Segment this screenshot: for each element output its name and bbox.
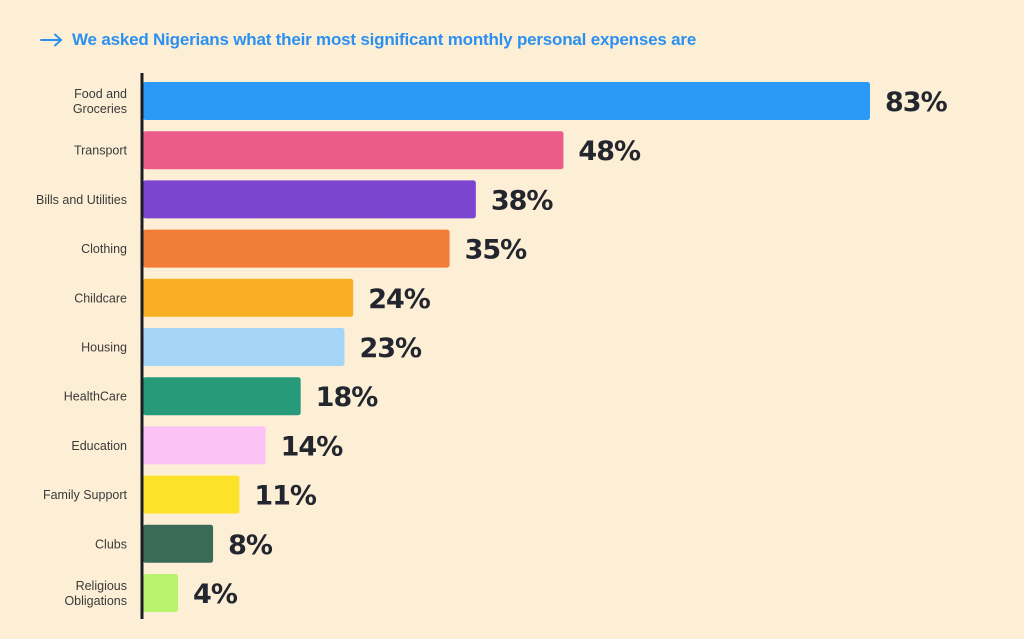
bar-clubs — [143, 524, 214, 563]
value-label: 18% — [316, 382, 379, 413]
category-label: Education — [71, 439, 127, 453]
bar-childcare — [143, 278, 354, 317]
value-label: 24% — [368, 284, 431, 315]
chart-title: We asked Nigerians what their most signi… — [72, 30, 697, 49]
category-label: Housing — [81, 341, 127, 355]
bar-family-support — [143, 475, 240, 514]
value-label: 38% — [491, 185, 554, 216]
value-label: 83% — [885, 87, 948, 118]
bar-transport — [143, 131, 564, 170]
bar-healthcare — [143, 377, 301, 416]
bar-group — [143, 82, 870, 612]
category-label: Transport — [74, 144, 128, 158]
category-label: Family Support — [43, 488, 128, 502]
bar-education — [143, 426, 266, 465]
category-labels: Food and Groceries Transport Bills and Util… — [36, 87, 128, 608]
value-labels: 83% 48% 38% 35% 24% 23% 18% 14% 11% 8% 4% — [193, 87, 949, 610]
category-label: Clothing — [81, 242, 127, 256]
value-label: 48% — [578, 136, 641, 167]
value-label: 8% — [228, 530, 273, 561]
value-label: 14% — [281, 431, 344, 462]
value-label: 11% — [254, 481, 317, 512]
bar-housing — [143, 328, 345, 366]
bar-bills-and-utilities — [143, 180, 476, 219]
value-label: 4% — [193, 579, 238, 610]
value-label: 35% — [465, 235, 528, 266]
category-label: Religious Obligations — [64, 579, 127, 608]
bar-religious-obligations — [143, 574, 179, 612]
category-label: Bills and Utilities — [36, 193, 127, 207]
category-label: HealthCare — [64, 390, 127, 404]
category-label: Food and Groceries — [73, 87, 127, 116]
chart-title-row: We asked Nigerians what their most signi… — [40, 28, 696, 52]
arrow-right-icon — [40, 33, 62, 47]
bar-clothing — [143, 229, 450, 268]
bar-food-and-groceries — [143, 82, 870, 120]
value-label: 23% — [359, 333, 422, 364]
category-label: Clubs — [95, 537, 127, 551]
category-label: Childcare — [74, 291, 127, 305]
